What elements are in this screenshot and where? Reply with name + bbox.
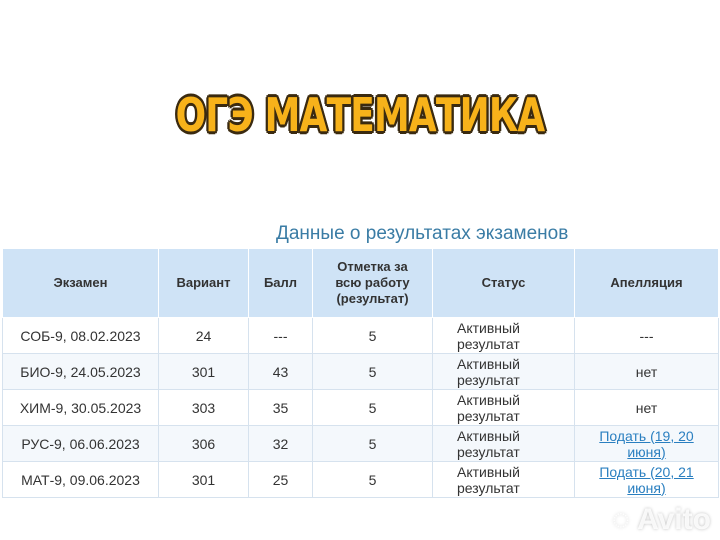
results-table: Экзамен Вариант Балл Отметка за всю рабо… — [2, 248, 719, 498]
promo-title: ОГЭ МАТЕМАТИКА — [175, 88, 546, 142]
header-mark: Отметка за всю работу (результат) — [312, 248, 433, 318]
cell-exam: МАТ-9, 09.06.2023 — [2, 461, 159, 498]
cell-variant: 306 — [158, 425, 249, 462]
cell-variant: 303 — [158, 389, 249, 426]
cell-status: Активный результат — [432, 353, 575, 390]
cell-score: 43 — [248, 353, 313, 390]
cell-status: Активный результат — [432, 317, 575, 354]
cell-mark: 5 — [312, 425, 433, 462]
cell-appeal: --- — [574, 317, 719, 354]
table-row: СОБ-9, 08.02.2023 24 --- 5 Активный результа… — [2, 317, 719, 354]
cell-status: Активный результат — [432, 461, 575, 498]
cell-appeal: Подать (19, 20 июня) — [574, 425, 719, 462]
cell-appeal: нет — [574, 389, 719, 426]
cell-exam: СОБ-9, 08.02.2023 — [2, 317, 159, 354]
avito-watermark: ◌ Avito — [612, 503, 711, 536]
cell-appeal: нет — [574, 353, 719, 390]
header-exam: Экзамен — [2, 248, 159, 318]
table-row: ХИМ-9, 30.05.2023 303 35 5 Активный результа… — [2, 389, 719, 426]
header-status: Статус — [432, 248, 575, 318]
table-row: БИО-9, 24.05.2023 301 43 5 Активный результа… — [2, 353, 719, 390]
cell-exam: ХИМ-9, 30.05.2023 — [2, 389, 159, 426]
table-caption: Данные о результатах экзаменов — [276, 223, 569, 244]
header-appeal: Апелляция — [574, 248, 719, 318]
cell-variant: 301 — [158, 353, 249, 390]
cell-mark: 5 — [312, 353, 433, 390]
table-row: РУС-9, 06.06.2023 306 32 5 Активный результа… — [2, 425, 719, 462]
cell-score: --- — [248, 317, 313, 354]
cell-exam: БИО-9, 24.05.2023 — [2, 353, 159, 390]
cell-variant: 301 — [158, 461, 249, 498]
header-variant: Вариант — [158, 248, 249, 318]
cell-mark: 5 — [312, 461, 433, 498]
cell-appeal: Подать (20, 21 июня) — [574, 461, 719, 498]
cell-status: Активный результат — [432, 389, 575, 426]
cell-mark: 5 — [312, 389, 433, 426]
cell-variant: 24 — [158, 317, 249, 354]
appeal-link[interactable]: Подать (19, 20 июня) — [599, 427, 694, 460]
cell-score: 35 — [248, 389, 313, 426]
cell-mark: 5 — [312, 317, 433, 354]
cell-exam: РУС-9, 06.06.2023 — [2, 425, 159, 462]
cell-status: Активный результат — [432, 425, 575, 462]
cell-score: 32 — [248, 425, 313, 462]
table-header-row: Экзамен Вариант Балл Отметка за всю рабо… — [2, 248, 719, 318]
avito-logo-icon: ◌ — [612, 503, 630, 536]
table-row: МАТ-9, 09.06.2023 301 25 5 Активный результа… — [2, 461, 719, 498]
header-score: Балл — [248, 248, 313, 318]
cell-score: 25 — [248, 461, 313, 498]
appeal-link[interactable]: Подать (20, 21 июня) — [599, 463, 694, 496]
